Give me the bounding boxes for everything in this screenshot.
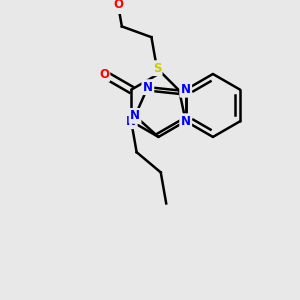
Text: N: N — [181, 83, 191, 96]
Text: N: N — [126, 115, 136, 128]
Text: N: N — [181, 115, 191, 128]
Text: O: O — [113, 0, 123, 11]
Text: S: S — [153, 62, 161, 75]
Text: N: N — [130, 110, 140, 122]
Text: N: N — [143, 81, 153, 94]
Text: O: O — [99, 68, 109, 80]
